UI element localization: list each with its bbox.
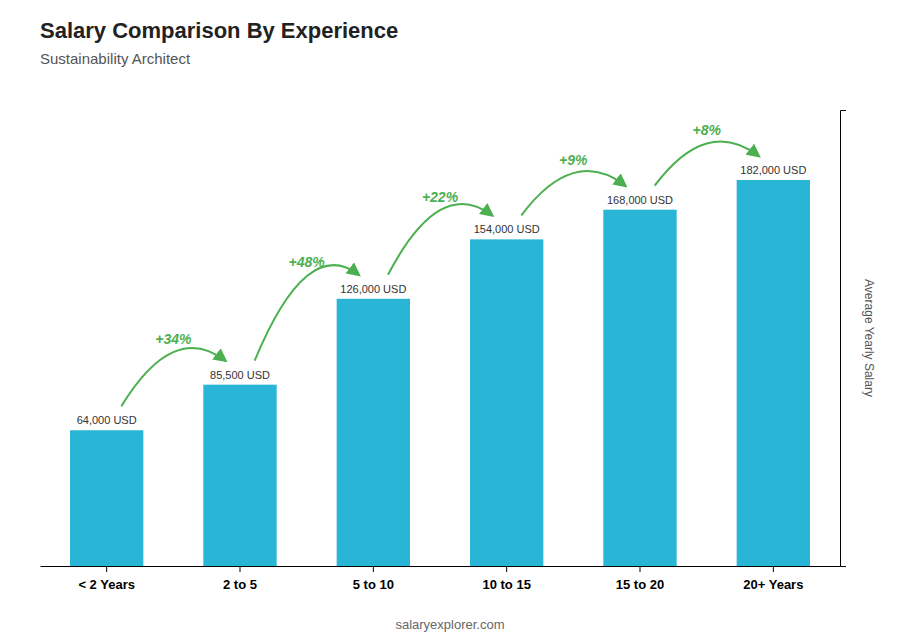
data-label: 168,000 USD: [607, 194, 673, 206]
growth-arrow: [121, 348, 225, 406]
x-tick-mark: [640, 566, 641, 572]
annotation: +34%: [155, 331, 192, 347]
x-tick-label: 20+ Years: [743, 577, 803, 592]
x-axis: < 2 Years 2 to 5 5 to 10 10 to 15 15 to 20 20…: [41, 566, 841, 592]
bars: [70, 180, 810, 566]
x-tick-mark: [773, 566, 774, 572]
x-tick-mark: [106, 566, 107, 572]
title: Salary Comparison By Experience: [40, 18, 398, 43]
growth-arrow: [255, 265, 359, 361]
x-tick: 10 to 15: [482, 566, 530, 592]
x-tick: < 2 Years: [78, 566, 135, 592]
data-label: 154,000 USD: [474, 223, 540, 235]
growth-arrow: [388, 204, 492, 275]
x-tick-label: < 2 Years: [78, 577, 135, 592]
annotation: +8%: [692, 122, 721, 138]
x-tick: 15 to 20: [616, 566, 664, 592]
y-axis: [841, 111, 847, 567]
x-tick-label: 10 to 15: [482, 577, 530, 592]
bar: [470, 239, 543, 566]
x-tick-label: 15 to 20: [616, 577, 664, 592]
y-axis-title: Average Yearly Salary: [862, 279, 876, 397]
annotation: +9%: [559, 152, 588, 168]
growth-arrow: [655, 141, 759, 185]
x-tick-mark: [240, 566, 241, 572]
x-tick-mark: [506, 566, 507, 572]
bar: [70, 430, 143, 566]
bar: [337, 299, 410, 566]
chart: Salary Comparison By Experience Sustainab…: [0, 0, 900, 641]
y-axis-line: [841, 111, 847, 567]
x-tick: 5 to 10: [353, 566, 394, 592]
data-label: 182,000 USD: [740, 164, 806, 176]
annotation: +22%: [422, 189, 459, 205]
bar: [737, 180, 810, 566]
data-labels: 64,000 USD 85,500 USD 126,000 USD 154,000 U…: [77, 164, 807, 426]
data-label: 85,500 USD: [210, 369, 270, 381]
x-tick-label: 2 to 5: [223, 577, 257, 592]
plot: < 2 Years 2 to 5 5 to 10 10 to 15 15 to 20 20…: [41, 111, 847, 593]
annotations: +34% +48% +22% +9% +8%: [121, 122, 758, 406]
data-label: 126,000 USD: [340, 283, 406, 295]
footer: salaryexplorer.com: [395, 617, 504, 632]
x-axis-line: [41, 566, 841, 567]
bar: [203, 385, 276, 566]
x-tick: 20+ Years: [743, 566, 803, 592]
bar: [603, 210, 676, 566]
x-tick-mark: [373, 566, 374, 572]
x-tick-label: 5 to 10: [353, 577, 394, 592]
subtitle: Sustainability Architect: [40, 50, 191, 67]
growth-arrow: [521, 171, 625, 215]
data-label: 64,000 USD: [77, 414, 137, 426]
annotation: +48%: [289, 254, 326, 270]
x-tick: 2 to 5: [223, 566, 257, 592]
